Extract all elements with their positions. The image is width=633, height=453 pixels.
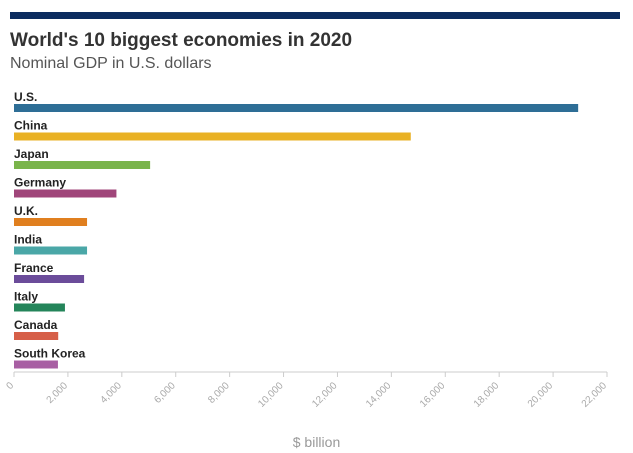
category-label: Italy (14, 290, 38, 304)
bar-france (14, 275, 85, 283)
x-tick-label: 8,000 (206, 380, 232, 406)
x-tick-label: 2,000 (45, 380, 71, 406)
category-label: Japan (14, 147, 49, 161)
bar-u-s (14, 104, 579, 112)
bar-china (14, 132, 411, 141)
x-tick-label: 14,000 (364, 380, 394, 410)
x-tick-label: 10,000 (256, 380, 286, 410)
bar-germany (14, 189, 117, 198)
x-tick-label: 12,000 (310, 380, 340, 410)
chart-subtitle: Nominal GDP in U.S. dollars (10, 55, 212, 72)
x-tick-label: 16,000 (418, 380, 448, 410)
top-accent-bar (10, 12, 620, 19)
bar-canada (14, 332, 59, 340)
bar-u-k (14, 218, 88, 226)
x-tick-label: 6,000 (152, 380, 178, 406)
bar-italy (14, 303, 65, 312)
chart-title: World's 10 biggest economies in 2020 (10, 30, 353, 51)
bar-india (14, 246, 88, 255)
category-label: India (14, 233, 42, 247)
category-label: France (14, 261, 54, 275)
category-label: U.S. (14, 90, 37, 104)
x-tick-label: 18,000 (472, 380, 502, 410)
x-tick-label: 0 (4, 380, 16, 392)
x-tick-label: 22,000 (580, 380, 610, 410)
category-label: Germany (14, 176, 66, 190)
bar-japan (14, 161, 151, 169)
category-label: South Korea (14, 347, 86, 361)
x-tick-label: 4,000 (98, 380, 124, 406)
category-label: China (14, 119, 48, 133)
category-label: U.K. (14, 204, 38, 218)
x-tick-label: 20,000 (526, 380, 556, 410)
bar-south-korea (14, 360, 58, 369)
x-axis-label: $ billion (292, 434, 341, 450)
category-label: Canada (14, 318, 58, 332)
